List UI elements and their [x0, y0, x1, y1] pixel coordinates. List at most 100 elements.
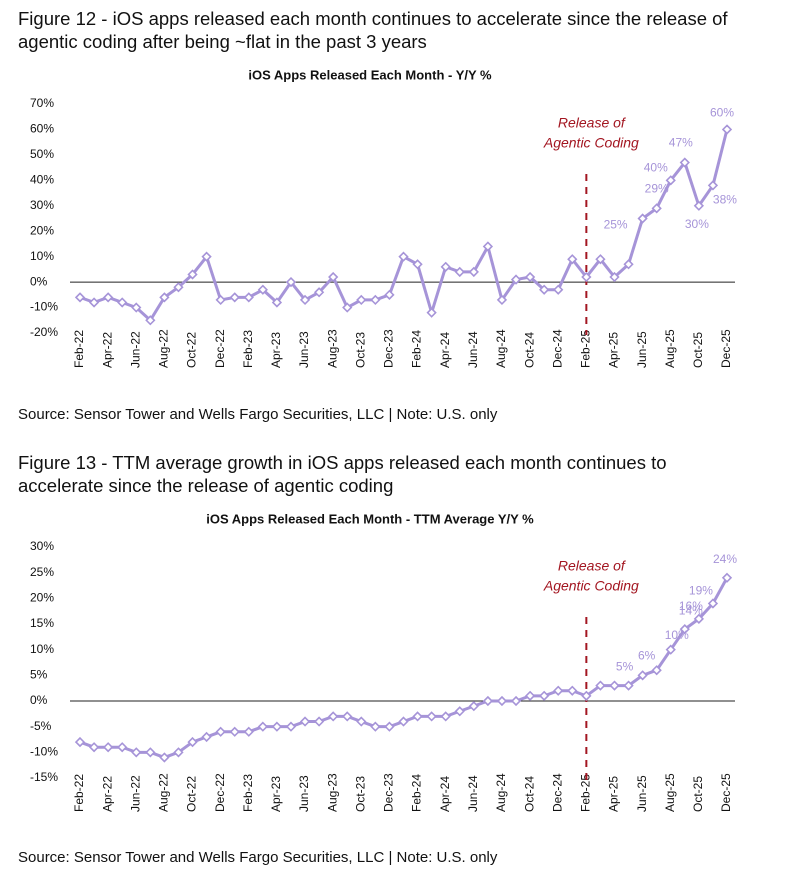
y-tick-label: 0%	[30, 693, 48, 707]
x-tick-label: Dec-25	[719, 773, 733, 812]
y-tick-label: 20%	[30, 591, 54, 605]
point	[74, 736, 86, 748]
point	[215, 294, 226, 306]
x-tick-label: Jun-24	[466, 775, 480, 812]
point	[173, 747, 184, 758]
x-tick-label: Dec-24	[550, 773, 564, 812]
point	[131, 747, 142, 758]
x-tick-label: Oct-25	[691, 776, 705, 812]
annotation: Release of	[558, 115, 627, 131]
y-tick-label: 50%	[30, 147, 54, 161]
data-label: 24%	[713, 552, 737, 566]
x-tick-label: Oct-23	[353, 776, 367, 812]
point	[342, 302, 353, 313]
x-tick-label: Dec-24	[550, 329, 564, 368]
chart-title: iOS Apps Released Each Month - Y/Y %	[248, 67, 492, 82]
point	[581, 690, 592, 701]
point	[707, 598, 719, 609]
x-tick-label: Apr-24	[438, 332, 452, 368]
x-tick-label: Jun-22	[128, 331, 142, 368]
x-tick-label: Dec-23	[382, 329, 396, 368]
point	[299, 294, 311, 306]
x-tick-label: Feb-24	[410, 330, 424, 368]
point	[187, 269, 198, 280]
x-tick-label: Jun-24	[466, 331, 480, 368]
x-tick-label: Feb-22	[72, 774, 86, 812]
point	[74, 292, 86, 303]
x-tick-label: Jun-23	[297, 775, 311, 812]
x-tick-label: Apr-24	[438, 776, 452, 812]
figure-title: agentic coding after being ~flat in the …	[18, 31, 427, 52]
y-tick-label: -10%	[30, 300, 58, 314]
data-label: 30%	[685, 217, 709, 231]
point	[384, 289, 395, 300]
point	[693, 200, 705, 211]
y-tick-label: 70%	[30, 96, 54, 110]
x-tick-label: Oct-24	[522, 776, 536, 812]
x-tick-label: Feb-25	[579, 774, 593, 812]
point	[243, 726, 254, 737]
point	[426, 307, 437, 318]
point	[398, 251, 409, 262]
point	[553, 284, 564, 295]
point	[412, 711, 423, 722]
x-tick-label: Aug-22	[157, 773, 171, 812]
point	[313, 716, 325, 727]
point	[609, 271, 620, 283]
x-tick-label: Aug-22	[157, 329, 171, 368]
point	[426, 711, 437, 722]
point	[651, 665, 662, 676]
point	[271, 721, 283, 732]
point	[117, 742, 128, 753]
point	[384, 721, 395, 732]
point	[637, 670, 648, 681]
y-tick-label: -20%	[30, 325, 58, 339]
point	[454, 706, 465, 717]
point	[229, 726, 240, 737]
point	[524, 690, 536, 701]
point	[440, 261, 451, 272]
x-tick-label: Apr-23	[269, 776, 283, 812]
point	[370, 294, 381, 306]
point	[131, 302, 142, 313]
point	[257, 721, 268, 732]
x-tick-label: Aug-23	[325, 329, 339, 368]
y-tick-label: 0%	[30, 274, 48, 288]
point	[299, 716, 311, 727]
point	[313, 287, 325, 298]
point	[88, 742, 100, 753]
data-label: 40%	[644, 161, 668, 175]
x-tick-label: Apr-22	[100, 332, 114, 368]
point	[285, 276, 297, 288]
figure-title: Figure 13 - TTM average growth in iOS ap…	[18, 452, 667, 473]
point	[215, 726, 226, 737]
y-tick-label: 30%	[30, 198, 54, 212]
y-tick-label: -15%	[30, 770, 58, 784]
data-label: 25%	[604, 218, 628, 232]
point	[496, 695, 508, 707]
annotation: Release of	[558, 558, 627, 574]
x-tick-label: Feb-23	[241, 774, 255, 812]
x-tick-label: Jun-22	[128, 775, 142, 812]
data-label: 6%	[638, 648, 656, 662]
data-label: 60%	[710, 106, 734, 120]
point	[454, 266, 465, 278]
point	[609, 680, 620, 691]
point	[117, 297, 128, 308]
point	[159, 752, 170, 763]
point	[679, 157, 690, 168]
x-tick-label: Jun-25	[635, 331, 649, 368]
x-tick-label: Jun-23	[297, 331, 311, 368]
y-tick-label: 25%	[30, 565, 54, 579]
x-tick-label: Aug-25	[663, 773, 677, 812]
x-tick-label: Feb-24	[410, 774, 424, 812]
point	[510, 695, 522, 707]
data-label: 14%	[679, 603, 703, 617]
point	[328, 271, 339, 283]
point	[553, 685, 564, 696]
x-tick-label: Aug-24	[494, 773, 508, 812]
point	[539, 284, 550, 295]
point	[665, 175, 676, 186]
x-tick-label: Oct-22	[185, 332, 199, 368]
x-tick-label: Feb-23	[241, 330, 255, 368]
